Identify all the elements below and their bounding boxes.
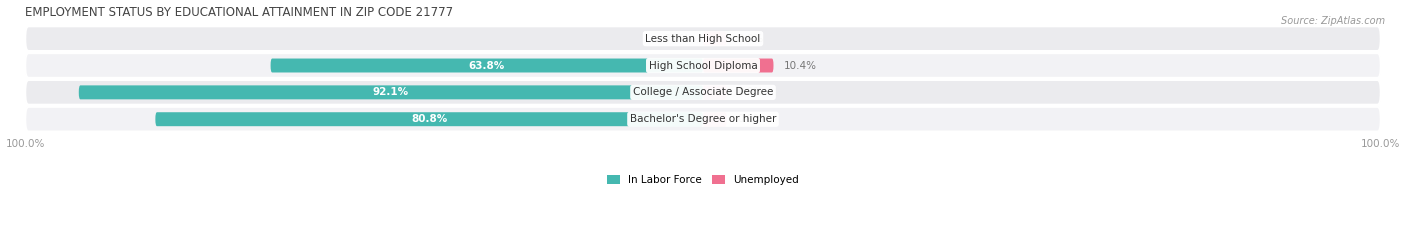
FancyBboxPatch shape bbox=[79, 85, 703, 99]
Legend: In Labor Force, Unemployed: In Labor Force, Unemployed bbox=[603, 171, 803, 189]
FancyBboxPatch shape bbox=[25, 107, 1381, 132]
Text: College / Associate Degree: College / Associate Degree bbox=[633, 87, 773, 97]
FancyBboxPatch shape bbox=[703, 58, 773, 72]
FancyBboxPatch shape bbox=[703, 85, 727, 99]
Text: Bachelor's Degree or higher: Bachelor's Degree or higher bbox=[630, 114, 776, 124]
Text: 0.0%: 0.0% bbox=[737, 87, 763, 97]
FancyBboxPatch shape bbox=[156, 112, 703, 126]
FancyBboxPatch shape bbox=[25, 80, 1381, 105]
FancyBboxPatch shape bbox=[703, 32, 727, 46]
FancyBboxPatch shape bbox=[25, 26, 1381, 51]
Text: 0.0%: 0.0% bbox=[737, 114, 763, 124]
Text: 80.8%: 80.8% bbox=[411, 114, 447, 124]
Text: Source: ZipAtlas.com: Source: ZipAtlas.com bbox=[1281, 16, 1385, 26]
Text: EMPLOYMENT STATUS BY EDUCATIONAL ATTAINMENT IN ZIP CODE 21777: EMPLOYMENT STATUS BY EDUCATIONAL ATTAINM… bbox=[25, 6, 453, 19]
Text: 10.4%: 10.4% bbox=[783, 61, 817, 71]
Text: Less than High School: Less than High School bbox=[645, 34, 761, 44]
Text: High School Diploma: High School Diploma bbox=[648, 61, 758, 71]
Text: 0.0%: 0.0% bbox=[664, 34, 689, 44]
Text: 92.1%: 92.1% bbox=[373, 87, 409, 97]
Text: 0.0%: 0.0% bbox=[737, 34, 763, 44]
Text: 63.8%: 63.8% bbox=[468, 61, 505, 71]
FancyBboxPatch shape bbox=[25, 53, 1381, 78]
FancyBboxPatch shape bbox=[270, 58, 703, 72]
FancyBboxPatch shape bbox=[703, 112, 727, 126]
